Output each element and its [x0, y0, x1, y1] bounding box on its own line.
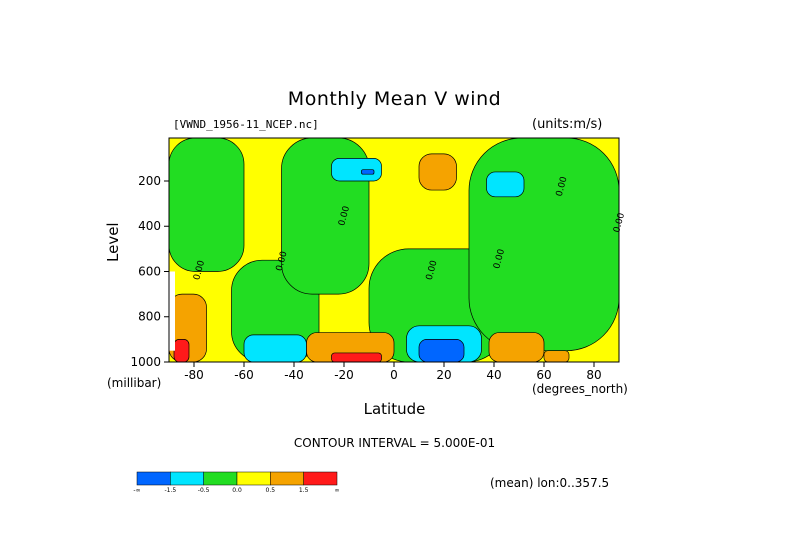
colorbar-swatch [203, 471, 238, 486]
region-green-1 [168, 137, 245, 272]
x-tick-label: 40 [486, 368, 501, 382]
colorbar-label: 0.0 [232, 487, 242, 494]
colorbar-swatch [270, 471, 304, 486]
colorbar-label: -1.5 [164, 487, 176, 494]
contour-interval-note: CONTOUR INTERVAL = 5.000E-01 [293, 436, 496, 450]
x-tick-label: 20 [436, 368, 451, 382]
colorbar-swatch [170, 471, 204, 486]
colorbar-label: 0.5 [266, 487, 276, 494]
colorbar-swatch [236, 471, 271, 486]
region-green-5 [468, 137, 620, 352]
region-orange-17 [488, 332, 545, 363]
region-blue-16 [418, 339, 465, 363]
y-axis-unit: (millibar) [107, 376, 162, 390]
colorbar-label: -0.5 [198, 487, 210, 494]
x-axis-unit: (degrees_north) [532, 382, 628, 396]
y-tick-label: 600 [138, 264, 161, 278]
region-blue-7 [361, 169, 375, 175]
x-tick-label: 80 [586, 368, 601, 382]
y-tick-label: 200 [138, 174, 161, 188]
colorbar-label: -∞ [133, 487, 140, 494]
missing-data-gap [169, 271, 175, 351]
y-tick-label: 400 [138, 219, 161, 233]
x-tick-label: -80 [184, 368, 204, 382]
colorbar-label: ∞ [335, 487, 340, 494]
x-tick-label: 60 [536, 368, 551, 382]
chart-title: Monthly Mean V wind [287, 88, 502, 110]
x-tick-label: 0 [390, 368, 398, 382]
units-label: (units:m/s) [532, 117, 603, 132]
x-tick-label: -20 [334, 368, 354, 382]
x-tick-label: -60 [234, 368, 254, 382]
colorbar-swatch [136, 471, 171, 486]
colorbar-swatch [303, 471, 338, 486]
region-cyan-12 [243, 334, 307, 363]
region-orange-18 [543, 350, 570, 363]
x-tick-label: -40 [284, 368, 304, 382]
y-tick-label: 800 [138, 310, 161, 324]
x-axis-label: Latitude [363, 400, 426, 418]
colorbar-label: 1.5 [299, 487, 309, 494]
dataset-label: [VWND_1956-11_NCEP.nc] [173, 118, 319, 131]
mean-longitude-note: (mean) lon:0..357.5 [490, 476, 610, 490]
region-red-14 [331, 352, 382, 363]
region-orange-8 [418, 153, 457, 191]
region-red-11 [173, 339, 190, 363]
y-tick-label: 1000 [130, 355, 161, 369]
region-cyan-9 [486, 171, 525, 198]
region-cyan-6 [331, 158, 382, 182]
